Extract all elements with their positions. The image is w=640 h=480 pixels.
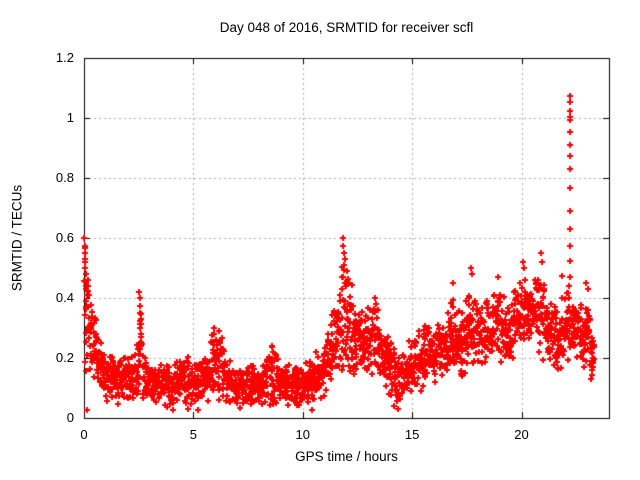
x-tick-label: 10 <box>295 427 310 442</box>
y-tick-label: 0.4 <box>55 290 74 305</box>
y-axis-label: SRMTID / TECUs <box>9 184 25 292</box>
x-tick-label: 15 <box>404 427 420 442</box>
x-tick-label: 0 <box>80 427 88 442</box>
y-tick-label: 0.6 <box>55 230 74 245</box>
y-tick-label: 0.8 <box>55 170 74 185</box>
x-tick-label: 20 <box>514 427 529 442</box>
chart-title: Day 048 of 2016, SRMTID for receiver scf… <box>219 20 474 35</box>
y-tick-label: 1.2 <box>55 50 74 65</box>
x-axis-label: GPS time / hours <box>295 449 398 464</box>
y-tick-label: 0.2 <box>55 350 74 365</box>
y-tick-label: 0 <box>66 410 74 425</box>
x-tick-label: 5 <box>189 427 197 442</box>
y-tick-label: 1 <box>66 110 74 125</box>
